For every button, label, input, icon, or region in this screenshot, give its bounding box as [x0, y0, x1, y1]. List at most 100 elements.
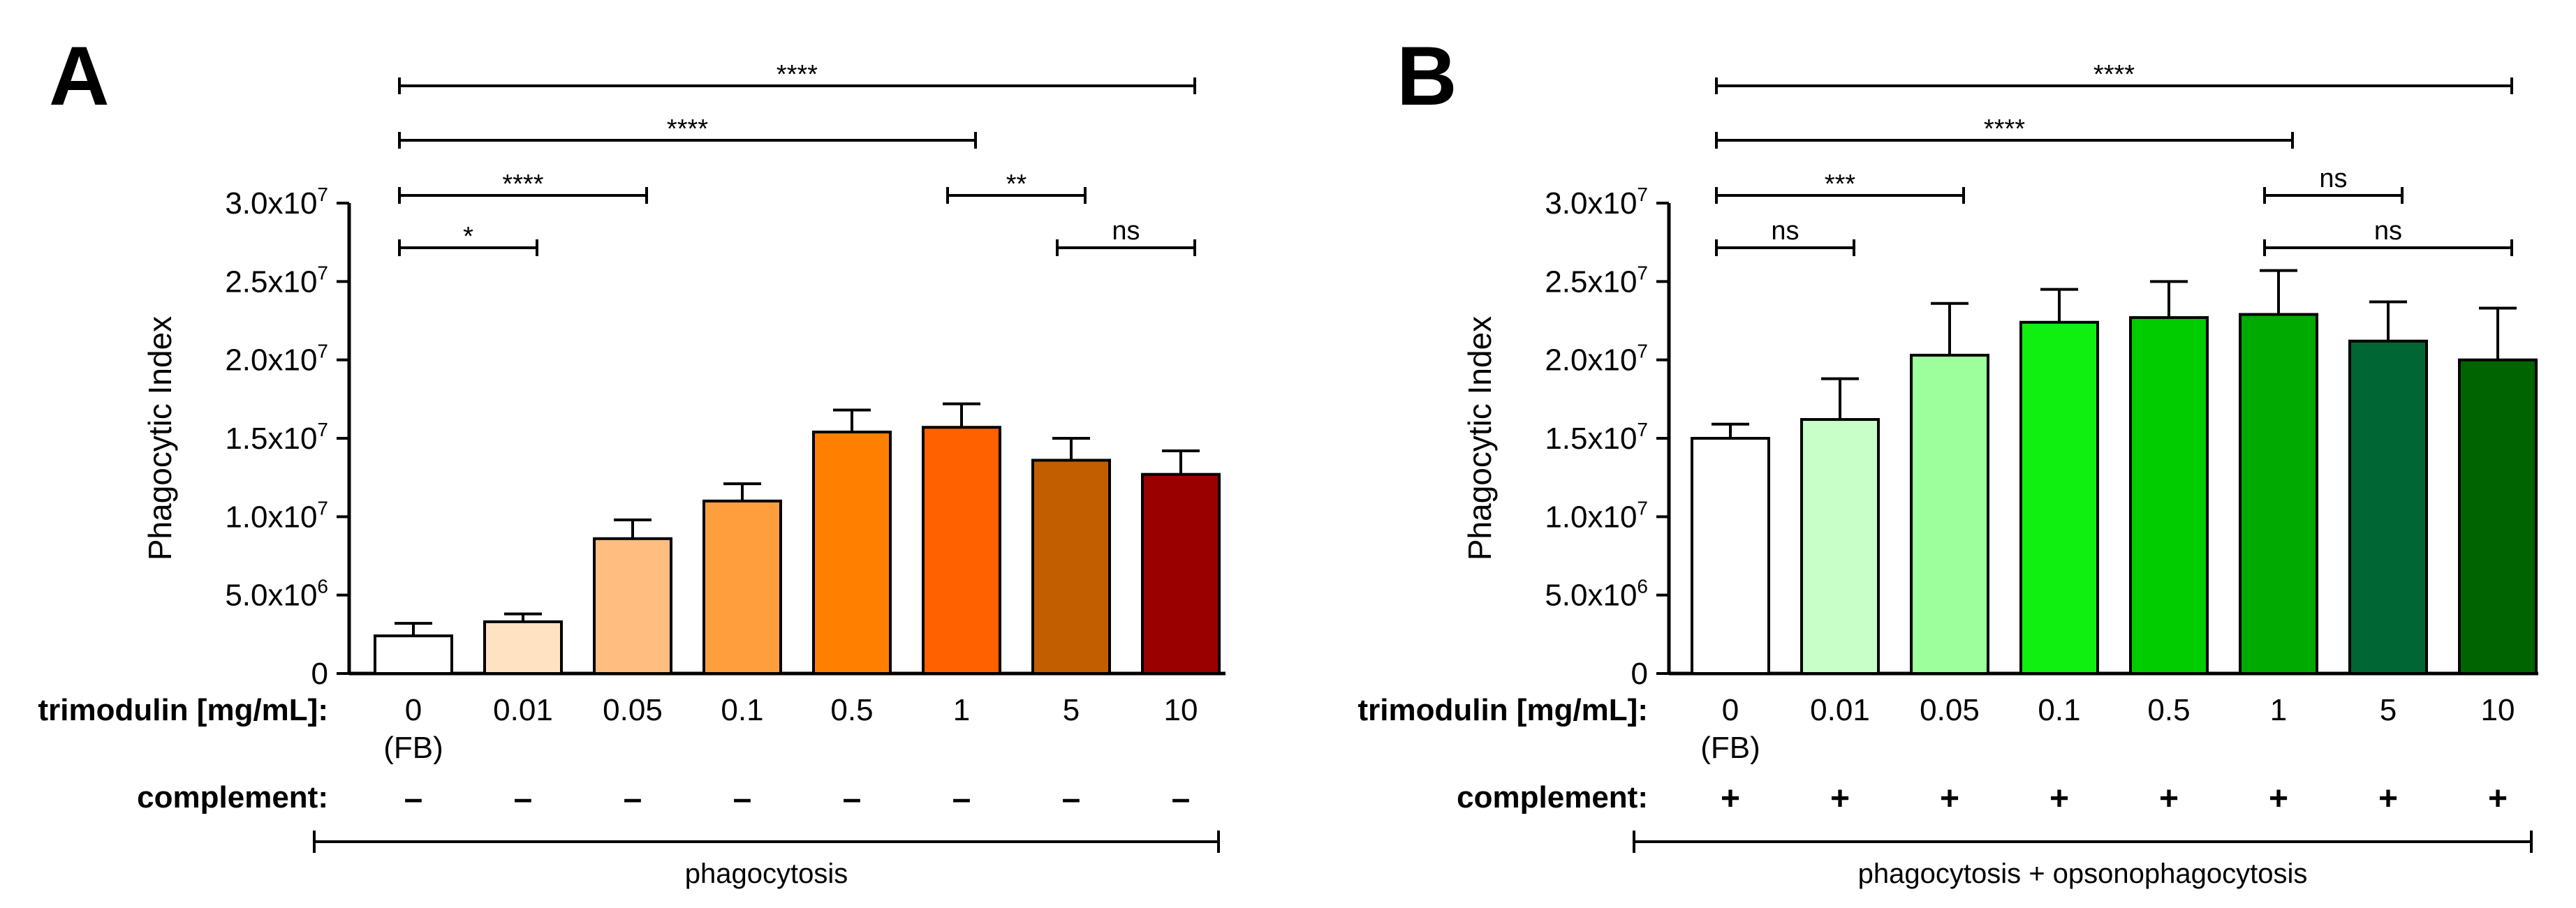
- y-tick-label-mantissa: 0: [311, 657, 328, 691]
- complement-mark: +: [2049, 780, 2069, 817]
- y-axis-label: Phagocytic Index: [1462, 316, 1498, 560]
- complement-mark: –: [514, 780, 533, 817]
- y-tick-label: 2.5x107: [225, 262, 328, 299]
- bar: [2458, 358, 2538, 676]
- panel-letter: B: [1397, 29, 1457, 123]
- y-tick-label: 3.0x107: [225, 184, 328, 221]
- y-axis-label: Phagocytic Index: [142, 316, 178, 560]
- fb-note: (FB): [383, 731, 443, 765]
- y-tick-label: 1.0x107: [225, 497, 328, 534]
- y-tick-label-mantissa: 1.5x10: [225, 422, 317, 456]
- bar: [483, 620, 563, 675]
- y-tick-label-exponent: 7: [317, 497, 328, 519]
- y-tick-label: 1.5x107: [225, 419, 328, 456]
- dose-category-label: 0.1: [721, 693, 763, 727]
- complement-mark: +: [1721, 780, 1740, 817]
- y-tick-label-mantissa: 2.0x10: [1545, 343, 1637, 378]
- y-tick-label-mantissa: 2.5x10: [225, 265, 317, 299]
- bar: [1910, 353, 1989, 675]
- complement-mark: +: [2488, 780, 2508, 817]
- bar: [593, 537, 672, 676]
- y-tick-label-exponent: 7: [1637, 497, 1648, 519]
- dose-category-label: 0.5: [830, 693, 873, 727]
- group-label: phagocytosis + opsonophagocytosis: [1858, 858, 2308, 889]
- y-tick-label-mantissa: 3.0x10: [1545, 186, 1637, 221]
- dose-row-label: trimodulin [mg/mL]:: [1358, 693, 1649, 727]
- complement-row-label: complement:: [137, 780, 328, 814]
- y-tick-label-exponent: 6: [1637, 576, 1648, 597]
- complement-mark: –: [1062, 780, 1081, 817]
- y-tick-label-mantissa: 2.0x10: [225, 343, 317, 378]
- y-tick-label: 0: [311, 657, 328, 691]
- dose-row-label: trimodulin [mg/mL]:: [38, 693, 329, 727]
- complement-mark: –: [952, 780, 971, 817]
- dose-category-label: 5: [2380, 693, 2397, 727]
- y-tick-label-exponent: 7: [317, 184, 328, 205]
- significance-label: **: [1006, 170, 1027, 199]
- complement-mark: +: [2378, 780, 2398, 817]
- significance-label: *: [463, 222, 473, 251]
- bar: [2348, 339, 2428, 675]
- y-tick-label-exponent: 7: [1637, 419, 1648, 440]
- complement-mark: –: [404, 780, 423, 817]
- dose-category-label: 0.1: [2038, 693, 2080, 727]
- significance-label: ****: [1984, 114, 2025, 144]
- complement-mark: –: [1172, 780, 1191, 817]
- y-tick-label: 2.0x107: [1545, 341, 1648, 378]
- significance-label: ns: [2374, 216, 2402, 246]
- complement-mark: –: [733, 780, 752, 817]
- y-tick-label: 0: [1631, 657, 1648, 691]
- fb-note: (FB): [1700, 731, 1760, 765]
- group-label: phagocytosis: [685, 858, 848, 889]
- y-tick-label-mantissa: 1.0x10: [1545, 500, 1637, 534]
- dose-category-label: 10: [1164, 693, 1198, 727]
- y-tick-label-mantissa: 0: [1631, 657, 1648, 691]
- complement-mark: +: [1830, 780, 1850, 817]
- y-tick-label-exponent: 7: [1637, 262, 1648, 283]
- complement-mark: +: [1940, 780, 1959, 817]
- y-tick-label-exponent: 7: [317, 419, 328, 440]
- dose-category-label: 0: [405, 693, 422, 727]
- y-tick-label-exponent: 7: [317, 262, 328, 283]
- dose-category-label: 1: [953, 693, 970, 727]
- y-tick-label-mantissa: 3.0x10: [225, 186, 317, 221]
- bar: [1691, 437, 1770, 675]
- bar: [2019, 320, 2099, 675]
- y-tick-label: 1.0x107: [1545, 497, 1648, 534]
- dose-category-label: 10: [2481, 693, 2515, 727]
- y-tick-label: 3.0x107: [1545, 184, 1648, 221]
- complement-mark: +: [2269, 780, 2288, 817]
- y-tick-label-mantissa: 1.0x10: [225, 500, 317, 534]
- dose-category-label: 0.5: [2147, 693, 2190, 727]
- y-tick-label-mantissa: 5.0x10: [225, 579, 317, 613]
- complement-mark: –: [624, 780, 642, 817]
- y-tick-label-mantissa: 2.5x10: [1545, 265, 1637, 299]
- y-tick-label-mantissa: 1.5x10: [1545, 422, 1637, 456]
- significance-label: ***: [1825, 170, 1856, 199]
- y-tick-label-exponent: 7: [1637, 184, 1648, 205]
- complement-mark: –: [843, 780, 862, 817]
- significance-label: ****: [2093, 60, 2135, 89]
- bar: [1031, 459, 1111, 675]
- y-tick-label: 2.5x107: [1545, 262, 1648, 299]
- bar: [702, 499, 782, 675]
- y-tick-label: 5.0x106: [1545, 576, 1648, 613]
- bar: [922, 426, 1001, 675]
- bar: [2239, 313, 2318, 676]
- bar: [374, 634, 453, 676]
- dose-category-label: 0.05: [1920, 693, 1980, 727]
- bar: [1141, 472, 1221, 675]
- bar: [1800, 418, 1880, 675]
- y-tick-label-mantissa: 5.0x10: [1545, 579, 1637, 613]
- dose-category-label: 0.01: [1810, 693, 1870, 727]
- bar: [812, 431, 892, 675]
- panel-letter: A: [49, 29, 110, 123]
- y-tick-label: 2.0x107: [225, 341, 328, 378]
- y-tick-label: 5.0x106: [225, 576, 328, 613]
- y-tick-label-exponent: 7: [317, 341, 328, 362]
- complement-row-label: complement:: [1457, 780, 1648, 814]
- dose-category-label: 5: [1063, 693, 1080, 727]
